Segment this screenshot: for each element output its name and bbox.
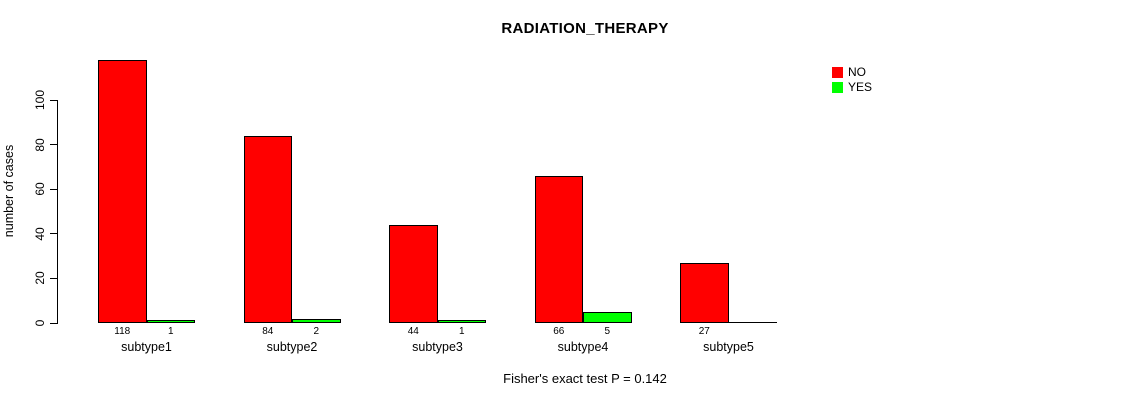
bar-no-subtype3: [389, 224, 438, 323]
category-label-subtype1: subtype1: [121, 340, 172, 354]
legend-item-no: NO: [832, 66, 872, 79]
bar-value-label: 44: [407, 326, 419, 337]
legend-label: NO: [848, 65, 866, 79]
y-tick: [50, 277, 58, 279]
legend-swatch-yes-icon: [832, 82, 843, 93]
category-label-subtype5: subtype5: [703, 340, 754, 354]
y-tick-label: 40: [33, 227, 47, 241]
y-tick-label: 60: [33, 182, 47, 196]
legend: NO YES: [832, 66, 872, 96]
bar-value-label: 2: [313, 326, 320, 337]
bar-yes-subtype5-zero: [728, 322, 777, 323]
bar-yes-subtype1: [146, 320, 195, 323]
bar-no-subtype2: [243, 135, 292, 323]
bar-value-label: 118: [114, 326, 131, 337]
bar-no-subtype1: [98, 59, 147, 323]
bar-value-label: 1: [167, 326, 174, 337]
bar-value-label: 1: [458, 326, 465, 337]
bar-yes-subtype4: [583, 311, 632, 323]
annotation-fisher-test: Fisher's exact test P = 0.142: [503, 371, 667, 386]
y-tick: [50, 188, 58, 190]
bar-value-label: 5: [604, 326, 611, 337]
bar-no-subtype5: [680, 262, 729, 323]
bar-no-subtype4: [534, 175, 583, 323]
category-label-subtype3: subtype3: [412, 340, 463, 354]
y-tick-label: 0: [33, 319, 47, 327]
chart-title: RADIATION_THERAPY: [501, 20, 669, 37]
bar-yes-subtype3: [437, 320, 486, 323]
legend-label: YES: [848, 80, 873, 94]
category-label-subtype4: subtype4: [557, 340, 609, 354]
legend-swatch-no-icon: [832, 67, 843, 78]
y-axis-line: [57, 100, 58, 324]
y-tick-label: 100: [33, 89, 47, 111]
y-axis-label: number of cases: [2, 144, 16, 238]
y-tick: [50, 144, 58, 146]
bar-yes-subtype2: [292, 318, 341, 323]
y-tick-label: 20: [33, 271, 47, 286]
y-tick: [50, 99, 58, 101]
y-tick: [50, 233, 58, 235]
bar-value-label: 27: [698, 326, 710, 337]
bar-value-label: 66: [553, 326, 565, 337]
bar-value-label: 84: [262, 326, 274, 337]
y-tick: [50, 322, 58, 324]
category-label-subtype2: subtype2: [266, 340, 318, 354]
y-tick-label: 80: [33, 137, 47, 152]
legend-item-yes: YES: [832, 81, 872, 94]
